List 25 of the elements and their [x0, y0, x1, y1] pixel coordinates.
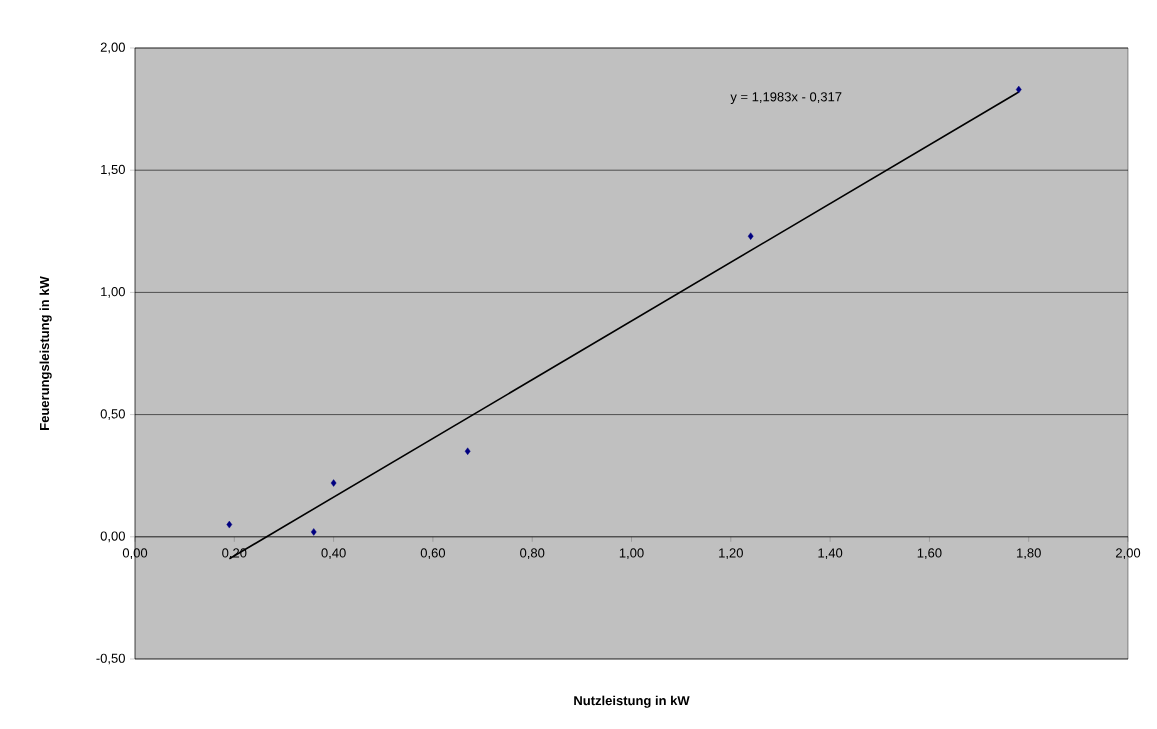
x-tick-label: 1,20: [719, 548, 743, 560]
x-tick-label: 1,00: [619, 548, 644, 560]
y-tick-label: 0,50: [100, 409, 125, 420]
y-tick-label: 0,00: [100, 531, 125, 543]
point: [464, 447, 471, 455]
y-tick-label: 1,00: [101, 287, 125, 298]
x-tick-label: 1,60: [917, 548, 942, 560]
x-tick-label: 2,00: [1116, 548, 1141, 560]
y-axis-title: Feuerungsleistung in kW: [39, 276, 52, 430]
annotation: y = 1,1983x - 0,317: [730, 92, 842, 104]
x-axis-title: Nutzleistung in kW: [574, 695, 690, 708]
y-tick-label: 1,50: [101, 164, 125, 176]
point: [330, 479, 337, 487]
point: [747, 232, 754, 240]
x-tick-label: 1,80: [1017, 548, 1041, 560]
x-tick-label: 1,40: [818, 548, 843, 560]
point: [226, 520, 233, 529]
point: [1015, 85, 1022, 94]
x-tick-label: 0,60: [420, 548, 446, 560]
point: [310, 528, 317, 536]
x-tick-label: 0,40: [321, 548, 346, 560]
x-tick-label: 0,00: [122, 548, 148, 560]
x-tick-label: 0,80: [520, 548, 545, 560]
y-tick-label: 2,00: [100, 42, 125, 54]
y-tick-label: -0,50: [96, 653, 125, 665]
